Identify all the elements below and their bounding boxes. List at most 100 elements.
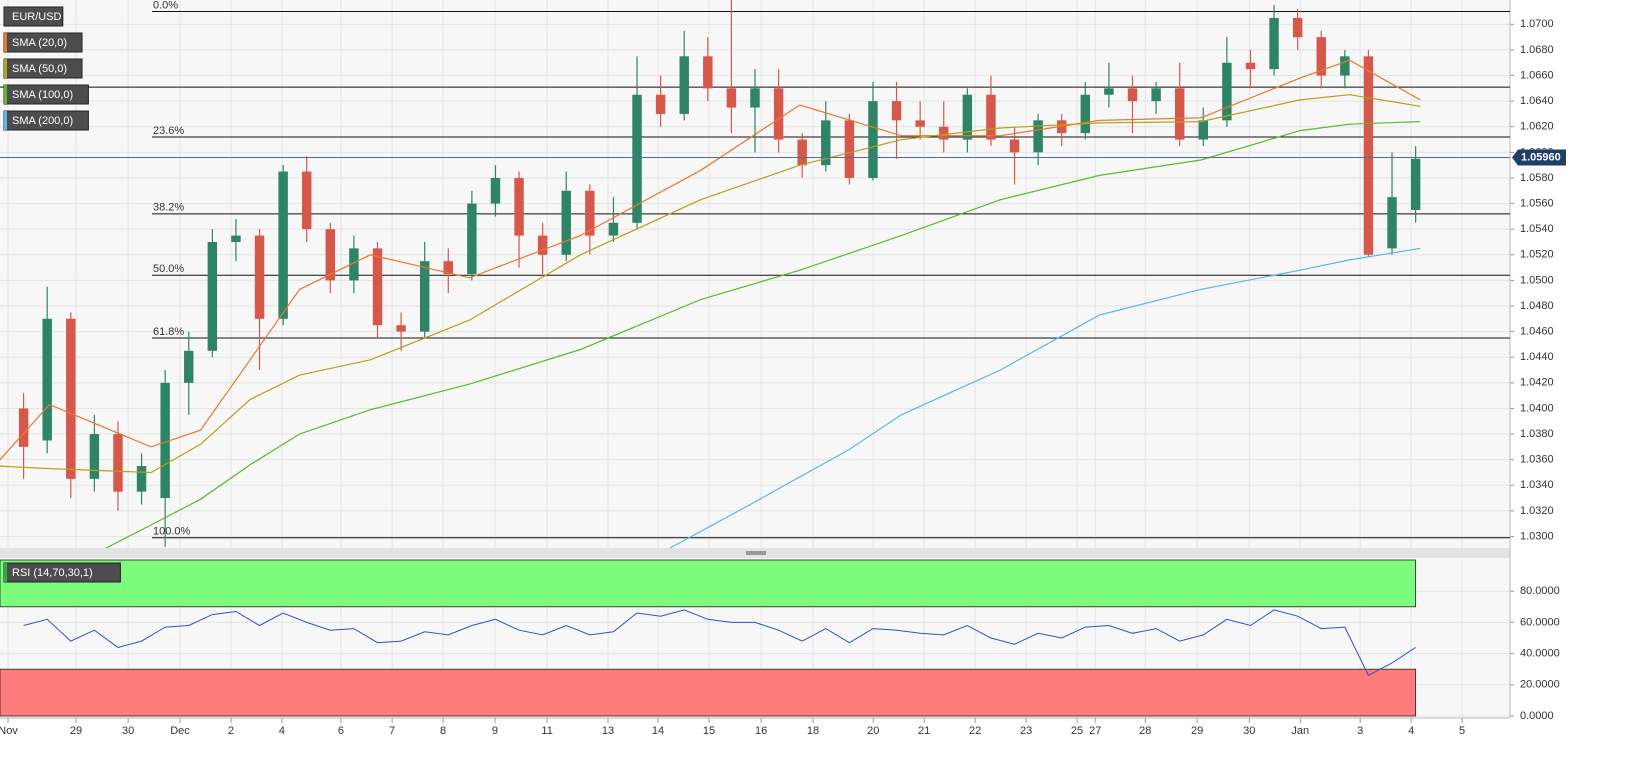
candle-body — [419, 261, 430, 332]
candle-body — [207, 241, 218, 351]
candle-body — [254, 235, 265, 319]
x-tick-label: 14 — [652, 725, 664, 737]
rsi-zone — [0, 668, 1417, 717]
legend-accent — [4, 563, 7, 582]
candle-body — [18, 408, 29, 447]
candle-body — [1316, 37, 1326, 76]
x-tick-label: Jan — [1291, 725, 1309, 737]
x-tick-label: 3 — [1357, 725, 1363, 737]
candle-body — [396, 325, 406, 332]
legend-accent — [4, 111, 7, 130]
separator-grip[interactable] — [746, 551, 766, 555]
candle-body — [89, 434, 100, 479]
candle-body — [467, 203, 477, 274]
y-tick-label: 1.0640 — [1520, 95, 1554, 107]
y-tick-label: 1.0460 — [1520, 326, 1554, 338]
candle-body — [821, 120, 831, 166]
candle-body — [1104, 88, 1114, 95]
x-tick-label: 7 — [389, 725, 395, 737]
candle-body — [537, 235, 548, 255]
candle-body — [278, 171, 288, 319]
x-tick-label: 8 — [440, 725, 446, 737]
candle-body — [66, 318, 76, 479]
candle-body — [632, 94, 642, 223]
candle-body — [868, 101, 878, 178]
legend-label: SMA (200,0) — [12, 115, 73, 127]
x-tick-label: 28 — [1139, 725, 1151, 737]
fib-label: 61.8% — [153, 326, 184, 338]
x-tick-label: 29 — [1191, 725, 1203, 737]
candle-body — [1009, 139, 1020, 153]
x-tick-label: Dec — [170, 725, 190, 737]
x-tick-label: 20 — [867, 725, 879, 737]
candle-body — [561, 190, 571, 255]
candle-body — [797, 139, 807, 166]
candle-body — [915, 120, 925, 127]
candle-body — [750, 88, 760, 108]
legend-box — [3, 6, 64, 27]
x-tick-label: 21 — [918, 725, 930, 737]
x-tick-label: 29 — [70, 725, 82, 737]
y-tick-label: 1.0500 — [1520, 274, 1554, 286]
x-tick-label: 25 — [1071, 725, 1083, 737]
legend-label: SMA (20,0) — [12, 37, 67, 49]
y-tick-label: 1.0700 — [1520, 18, 1554, 30]
candle-body — [1174, 88, 1185, 140]
x-tick-label: 4 — [1408, 725, 1414, 737]
sma-line — [0, 59, 1421, 461]
candle-body — [679, 56, 689, 114]
candle-body — [1363, 56, 1374, 255]
candle-body — [655, 94, 666, 114]
candle-body — [844, 120, 855, 178]
x-tick-label: 30 — [122, 725, 134, 737]
candle-body — [608, 222, 619, 236]
candle-body — [1080, 94, 1091, 134]
y-tick-label: 1.0520 — [1520, 249, 1554, 261]
y-tick-label: 1.0360 — [1520, 454, 1554, 466]
y-tick-label: 80.0000 — [1520, 585, 1560, 597]
candle-body — [349, 248, 359, 281]
x-tick-label: 4 — [279, 725, 285, 737]
x-tick-label: 9 — [492, 725, 498, 737]
candle-body — [1387, 197, 1397, 249]
candle-body — [1127, 88, 1138, 102]
candle-body — [231, 235, 241, 242]
candle-body — [773, 88, 784, 140]
legend-label: SMA (50,0) — [12, 63, 67, 75]
candle-body — [443, 261, 453, 274]
candle-body — [986, 94, 996, 140]
candle-body — [490, 177, 501, 204]
y-tick-label: 1.0560 — [1520, 197, 1554, 209]
candle-body — [1222, 62, 1232, 121]
candle-body — [325, 229, 336, 281]
y-tick-label: 0.0000 — [1520, 710, 1554, 722]
x-tick-label: 11 — [541, 725, 552, 737]
candle-body — [160, 382, 170, 499]
y-tick-label: 60.0000 — [1520, 616, 1560, 628]
candle-body — [585, 190, 595, 236]
x-tick-label: 2 — [228, 725, 234, 737]
y-tick-label: 1.0420 — [1520, 377, 1554, 389]
candle-body — [962, 94, 973, 140]
candle-body — [726, 88, 737, 108]
y-tick-label: 1.0660 — [1520, 69, 1554, 81]
y-tick-label: 1.0620 — [1520, 121, 1554, 133]
x-tick-label: Nov — [0, 725, 18, 737]
y-tick-label: 1.0340 — [1520, 479, 1554, 491]
candle-body — [302, 171, 312, 230]
x-tick-label: 15 — [703, 725, 715, 737]
candle-body — [42, 318, 52, 441]
candle-body — [514, 177, 524, 236]
y-tick-label: 1.0580 — [1520, 172, 1554, 184]
candle-body — [1269, 17, 1279, 70]
candle-body — [1292, 17, 1303, 38]
sma-line — [105, 121, 1421, 549]
y-tick-label: 1.0300 — [1520, 530, 1554, 542]
candle-body — [1245, 62, 1256, 70]
candle-body — [113, 434, 123, 492]
legend-accent — [4, 33, 7, 52]
y-tick-label: 1.0380 — [1520, 428, 1554, 440]
candle-body — [372, 248, 383, 326]
fib-label: 50.0% — [153, 263, 184, 275]
